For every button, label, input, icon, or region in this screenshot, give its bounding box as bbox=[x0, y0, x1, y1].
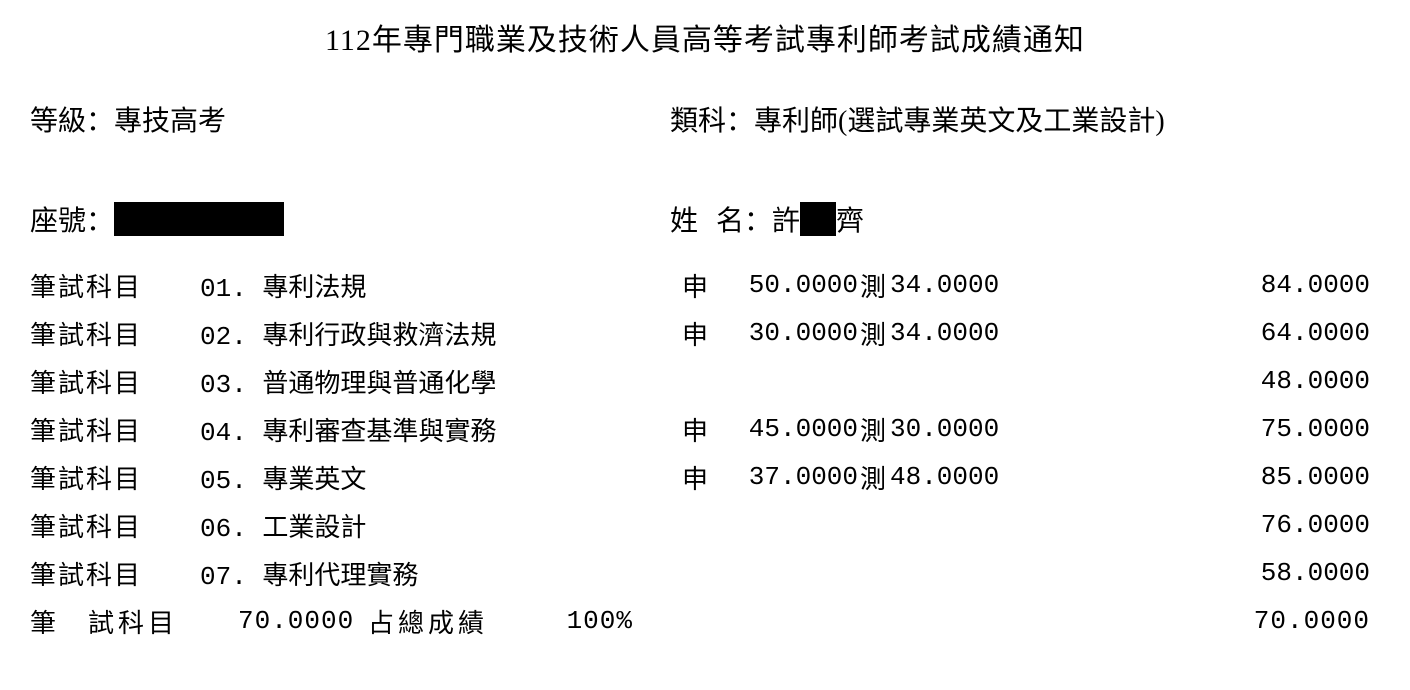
summary-label: 筆試科目 bbox=[30, 603, 238, 640]
subject-total: 84.0000 bbox=[1049, 270, 1380, 300]
subject-name: 04. 專利審查基準與實務 bbox=[200, 411, 670, 448]
header-row: 等級：專技高考 類科：專利師(選試專業英文及工業設計) bbox=[30, 99, 1380, 139]
subject-name: 03. 普通物理與普通化學 bbox=[200, 363, 670, 400]
subject-row: 筆試科目05. 專業英文申37.0000測48.000085.0000 bbox=[30, 453, 1380, 501]
subject-score1: 50.0000 bbox=[720, 270, 860, 300]
level-label: 等級： bbox=[30, 106, 114, 137]
subject-score2: 34.0000 bbox=[890, 318, 1049, 348]
name-surname: 許 bbox=[772, 199, 800, 239]
subject-type-label: 筆試科目 bbox=[30, 363, 200, 400]
category-value: 專利師(選試專業英文及工業設計) bbox=[754, 106, 1165, 137]
subject-score1: 37.0000 bbox=[720, 462, 860, 492]
name-suffix: 齊 bbox=[836, 199, 864, 239]
summary-written-score: 70.0000 bbox=[238, 606, 368, 636]
subject-total: 75.0000 bbox=[1049, 414, 1380, 444]
subject-name: 07. 專利代理實務 bbox=[200, 555, 670, 592]
shen-label: 申 bbox=[670, 411, 720, 448]
subject-row: 筆試科目04. 專利審查基準與實務申45.0000測30.000075.0000 bbox=[30, 405, 1380, 453]
identity-row: 座號： 姓名：許齊 bbox=[30, 199, 1380, 239]
ce-label: 測 bbox=[860, 267, 890, 304]
subject-type-label: 筆試科目 bbox=[30, 507, 200, 544]
shen-label: 申 bbox=[670, 459, 720, 496]
document-title: 112年專門職業及技術人員高等考試專利師考試成績通知 bbox=[30, 15, 1380, 59]
subject-type-label: 筆試科目 bbox=[30, 315, 200, 352]
subject-row: 筆試科目07. 專利代理實務 58.0000 bbox=[30, 549, 1380, 597]
subject-type-label: 筆試科目 bbox=[30, 267, 200, 304]
name-label-1: 姓 bbox=[670, 199, 698, 239]
summary-row: 筆試科目 70.0000 占總成績 100% 70.0000 bbox=[30, 597, 1380, 645]
subject-row: 筆試科目02. 專利行政與救濟法規申30.0000測34.000064.0000 bbox=[30, 309, 1380, 357]
category-label: 類科： bbox=[670, 106, 754, 137]
subject-row: 筆試科目06. 工業設計 76.0000 bbox=[30, 501, 1380, 549]
ce-label: 測 bbox=[860, 459, 890, 496]
subject-type-label: 筆試科目 bbox=[30, 459, 200, 496]
subject-score2: 48.0000 bbox=[890, 462, 1049, 492]
category-field: 類科：專利師(選試專業英文及工業設計) bbox=[670, 99, 1380, 139]
subject-total: 85.0000 bbox=[1049, 462, 1380, 492]
subject-score2: 34.0000 bbox=[890, 270, 1049, 300]
summary-percent-label: 占總成績 bbox=[368, 603, 533, 640]
level-value: 專技高考 bbox=[114, 106, 226, 137]
subject-total: 76.0000 bbox=[1040, 510, 1380, 540]
subject-total: 64.0000 bbox=[1049, 318, 1380, 348]
subject-score1: 30.0000 bbox=[720, 318, 860, 348]
name-label-2: 名： bbox=[716, 199, 772, 239]
seat-field: 座號： bbox=[30, 199, 670, 239]
summary-label-part1: 筆 bbox=[30, 609, 60, 638]
subject-row: 筆試科目03. 普通物理與普通化學 48.0000 bbox=[30, 357, 1380, 405]
seat-redacted bbox=[114, 202, 284, 236]
shen-label: 申 bbox=[670, 267, 720, 304]
ce-label: 測 bbox=[860, 411, 890, 448]
summary-percent-value: 100% bbox=[533, 606, 633, 636]
name-field: 姓名：許齊 bbox=[670, 199, 1380, 239]
subject-name: 05. 專業英文 bbox=[200, 459, 670, 496]
subject-total: 48.0000 bbox=[1040, 366, 1380, 396]
subject-type-label: 筆試科目 bbox=[30, 555, 200, 592]
subject-name: 01. 專利法規 bbox=[200, 267, 670, 304]
name-redacted bbox=[800, 202, 836, 236]
subject-total: 58.0000 bbox=[1040, 558, 1380, 588]
level-field: 等級：專技高考 bbox=[30, 99, 670, 139]
subject-name: 02. 專利行政與救濟法規 bbox=[200, 315, 670, 352]
subjects-list: 筆試科目01. 專利法規申50.0000測34.000084.0000筆試科目0… bbox=[30, 261, 1380, 597]
subject-type-label: 筆試科目 bbox=[30, 411, 200, 448]
seat-label: 座號： bbox=[30, 199, 114, 239]
subject-score2: 30.0000 bbox=[890, 414, 1049, 444]
subject-row: 筆試科目01. 專利法規申50.0000測34.000084.0000 bbox=[30, 261, 1380, 309]
summary-overall-total: 70.0000 bbox=[1230, 606, 1380, 636]
ce-label: 測 bbox=[860, 315, 890, 352]
subject-score1: 45.0000 bbox=[720, 414, 860, 444]
summary-label-part2: 試科目 bbox=[88, 609, 178, 638]
subject-name: 06. 工業設計 bbox=[200, 507, 670, 544]
shen-label: 申 bbox=[670, 315, 720, 352]
